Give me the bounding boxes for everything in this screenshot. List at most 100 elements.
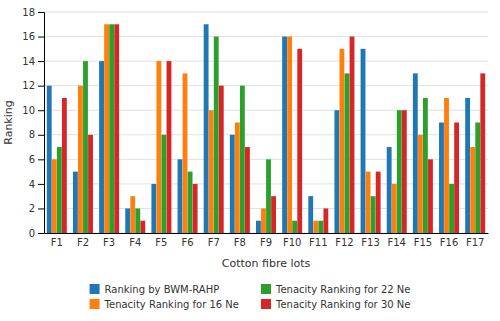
bar — [114, 24, 119, 233]
x-tick-label: F4 — [129, 237, 141, 248]
y-tick-label: 16 — [22, 31, 35, 42]
y-tick-label: 4 — [29, 179, 35, 190]
x-tick: F5 — [155, 237, 167, 248]
bar-series — [57, 24, 480, 233]
x-tick-label: F11 — [309, 237, 327, 248]
x-tick: F13 — [361, 237, 379, 248]
legend-swatch — [90, 284, 100, 294]
bar — [78, 86, 83, 233]
y-tick: 8 — [29, 129, 44, 140]
bar — [308, 196, 313, 233]
y-tick: 16 — [22, 31, 44, 42]
y-tick-mark — [38, 135, 44, 136]
bar — [428, 159, 433, 233]
bar — [449, 184, 454, 233]
x-tick: F6 — [181, 237, 193, 248]
chart-svg: 024681012141618F1F2F3F4F5F6F7F8F9F10F11F… — [0, 0, 500, 321]
bars — [47, 24, 485, 233]
bar — [297, 49, 302, 233]
y-tick: 18 — [22, 7, 44, 18]
x-axis-title: Cotton fibre lots — [222, 257, 311, 270]
bar — [350, 37, 355, 233]
bar — [287, 37, 292, 233]
x-tick-label: F6 — [181, 237, 193, 248]
chart-container: 024681012141618F1F2F3F4F5F6F7F8F9F10F11F… — [0, 0, 500, 321]
x-tick-label: F16 — [440, 237, 458, 248]
x-tick-label: F13 — [361, 237, 379, 248]
legend: Ranking by BWM-RAHP Tenacity Ranking for … — [90, 284, 411, 310]
bar — [423, 98, 428, 233]
x-tick-label: F12 — [335, 237, 353, 248]
y-tick-mark — [38, 233, 44, 234]
x-tick: F17 — [466, 237, 484, 248]
y-tick-label: 6 — [29, 154, 35, 165]
bar — [230, 135, 235, 233]
x-tick: F10 — [283, 237, 301, 248]
x-tick: F7 — [208, 237, 220, 248]
x-tick: F3 — [103, 237, 115, 248]
bar — [183, 73, 188, 233]
bar — [397, 110, 402, 233]
y-axis-title: Ranking — [2, 100, 15, 145]
bar — [47, 86, 52, 233]
bar — [480, 73, 485, 233]
bar — [465, 98, 470, 233]
bar — [470, 147, 475, 233]
legend-item: Ranking by BWM-RAHP — [90, 284, 220, 295]
bar — [57, 147, 62, 233]
bar-series — [52, 24, 475, 233]
bar — [188, 172, 193, 233]
legend-swatch — [261, 284, 271, 294]
bar-series — [62, 24, 485, 233]
bar — [162, 135, 167, 233]
bar — [214, 37, 219, 233]
x-axis-line — [45, 233, 489, 234]
y-tick: 10 — [22, 105, 44, 116]
legend-swatch — [261, 299, 271, 309]
x-tick-label: F7 — [208, 237, 220, 248]
y-tick: 12 — [22, 80, 44, 91]
bar — [178, 159, 183, 233]
bar — [282, 37, 287, 233]
bar — [444, 98, 449, 233]
x-tick-label: F9 — [260, 237, 272, 248]
bar — [366, 172, 371, 233]
y-tick-mark — [38, 110, 44, 111]
y-tick: 6 — [29, 154, 44, 165]
bar — [334, 110, 339, 233]
bar — [140, 221, 145, 233]
bar — [266, 159, 271, 233]
x-tick-label: F10 — [283, 237, 301, 248]
legend-item: Tenacity Ranking for 16 Ne — [90, 299, 239, 310]
x-tick: F1 — [51, 237, 63, 248]
bar — [313, 221, 318, 233]
bar — [392, 184, 397, 233]
bar — [130, 196, 135, 233]
y-tick-mark — [38, 86, 44, 87]
bar — [62, 98, 67, 233]
y-tick-label: 2 — [29, 203, 35, 214]
y-tick: 14 — [22, 56, 44, 67]
x-tick: F15 — [414, 237, 432, 248]
x-tick-label: F8 — [234, 237, 246, 248]
bar — [88, 135, 93, 233]
bar — [99, 61, 104, 233]
legend-label: Tenacity Ranking for 22 Ne — [275, 284, 410, 295]
bar — [73, 172, 78, 233]
y-axis-line — [38, 13, 45, 234]
legend-item: Tenacity Ranking for 22 Ne — [261, 284, 410, 295]
bar — [454, 123, 459, 234]
x-tick: F11 — [309, 237, 327, 248]
bar — [376, 172, 381, 233]
x-tick: F16 — [440, 237, 458, 248]
grid-line — [44, 12, 488, 13]
bar — [167, 61, 172, 233]
bar — [323, 208, 328, 233]
bar — [109, 24, 114, 233]
bar — [418, 135, 423, 233]
y-tick-mark — [38, 159, 44, 160]
legend-label: Tenacity Ranking for 16 Ne — [104, 299, 239, 310]
x-tick-label: F14 — [387, 237, 405, 248]
bar — [439, 123, 444, 234]
bar — [135, 208, 140, 233]
